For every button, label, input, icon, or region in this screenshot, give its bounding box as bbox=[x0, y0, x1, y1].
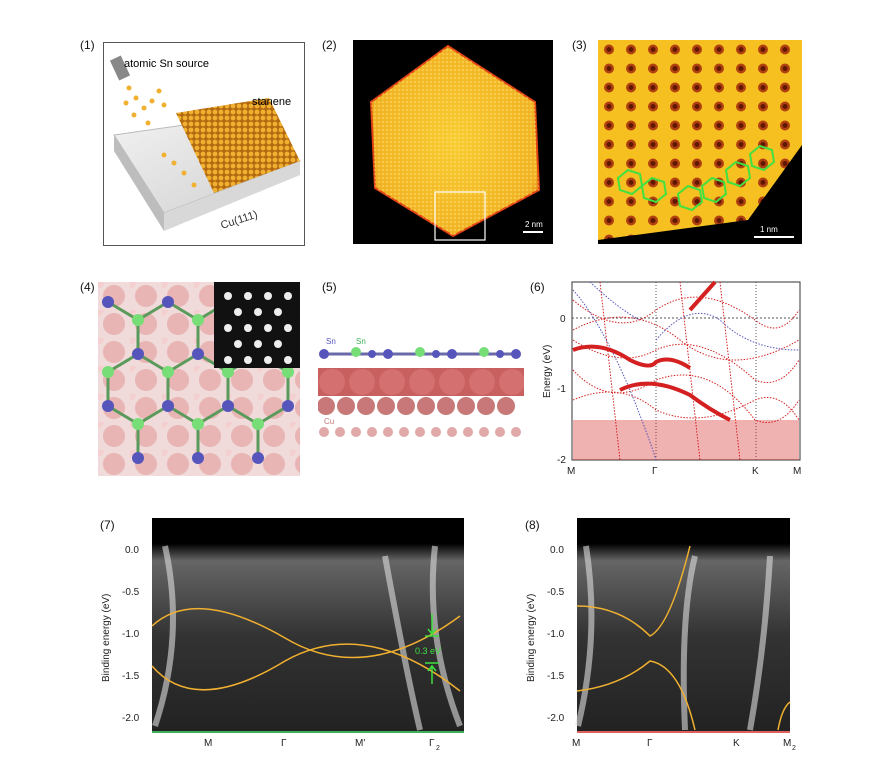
band-ytick-1: -1 bbox=[557, 384, 566, 395]
arpes8-xtick-m2: M bbox=[783, 738, 791, 749]
panel-4-atomic-model bbox=[98, 282, 300, 476]
side-view-model: Sn Sn Cu bbox=[317, 337, 525, 437]
arpes7-ylabel: Binding energy (eV) bbox=[101, 594, 112, 682]
arpes7-xtick-gamma: Γ bbox=[281, 738, 287, 749]
band-ytick-0: 0 bbox=[560, 314, 566, 325]
arpes-plot-7: 0.3 eV Binding energy (eV) 0.0 -0.5 -1.0… bbox=[101, 518, 464, 752]
panel-label-4: (4) bbox=[80, 280, 95, 294]
sn-label-2: Sn bbox=[356, 337, 366, 346]
panel-3-stm-zoom: 1 nm bbox=[598, 40, 802, 244]
hexagon-overlay bbox=[616, 144, 776, 212]
arpes7-ytick-3: -1.5 bbox=[122, 671, 140, 682]
band-ylabel: Energy (eV) bbox=[542, 345, 553, 398]
scalebar-3-label: 1 nm bbox=[760, 225, 778, 234]
gap-arrows bbox=[425, 614, 439, 684]
panel-label-7: (7) bbox=[100, 518, 115, 532]
arpes7-ytick-0: 0.0 bbox=[125, 545, 139, 556]
arpes8-ytick-4: -2.0 bbox=[547, 713, 565, 724]
band-ytick-2: -2 bbox=[557, 455, 566, 466]
arpes8-ytick-2: -1.0 bbox=[547, 629, 565, 640]
panel-label-5: (5) bbox=[322, 280, 337, 294]
sn-source-icon bbox=[109, 55, 131, 81]
stanene-label: stanene bbox=[252, 96, 291, 108]
panel-label-2: (2) bbox=[322, 38, 337, 52]
arpes7-ytick-4: -2.0 bbox=[122, 713, 140, 724]
arpes7-ytick-1: -0.5 bbox=[122, 587, 140, 598]
stm-island: 2 nm bbox=[369, 44, 543, 241]
arpes8-ytick-0: 0.0 bbox=[550, 545, 564, 556]
zoom-box bbox=[434, 191, 486, 241]
panel-8-arpes: Binding energy (eV) 0.0 -0.5 -1.0 -1.5 -… bbox=[520, 516, 810, 774]
honeycomb-zoom: 1 nm bbox=[598, 40, 802, 240]
arpes7-xtick-m: M bbox=[204, 738, 212, 749]
panel-label-8: (8) bbox=[525, 518, 540, 532]
panel-label-6: (6) bbox=[530, 280, 545, 294]
panel-7-arpes: 0.3 eV Binding energy (eV) 0.0 -0.5 -1.0… bbox=[95, 516, 475, 774]
panel-5-side-view: Sn Sn Cu bbox=[317, 330, 525, 442]
panel-6-band-structure: Energy (eV) 0 -1 -2 M Γ K M bbox=[540, 280, 810, 480]
simulated-stm-inset bbox=[214, 282, 300, 368]
band-xtick-m2: M bbox=[793, 466, 801, 477]
scalebar-2-label: 2 nm bbox=[525, 220, 543, 229]
arpes-plot-8: Binding energy (eV) 0.0 -0.5 -1.0 -1.5 -… bbox=[526, 518, 796, 752]
arpes8-ytick-1: -0.5 bbox=[547, 587, 565, 598]
arpes7-xtick-gamma2: Γ bbox=[429, 738, 435, 749]
arpes8-xtick-m2-sub: 2 bbox=[792, 745, 796, 752]
gap-label: 0.3 eV bbox=[415, 646, 441, 656]
arpes7-xtick-gamma2-sub: 2 bbox=[436, 745, 440, 752]
sn-source-label: atomic Sn source bbox=[124, 58, 209, 70]
band-xtick-m1: M bbox=[567, 466, 575, 477]
panel-2-stm-image: 2 nm bbox=[353, 40, 553, 244]
sn-label-1: Sn bbox=[326, 337, 336, 346]
arpes8-ylabel: Binding energy (eV) bbox=[526, 594, 537, 682]
arpes8-xtick-m: M bbox=[572, 738, 580, 749]
arpes8-ytick-3: -1.5 bbox=[547, 671, 565, 682]
substrate-label: Cu(111) bbox=[219, 209, 259, 232]
arpes7-xtick-mprime: M' bbox=[355, 738, 365, 749]
panel-label-3: (3) bbox=[572, 38, 587, 52]
panel-1-schematic: atomic Sn source stanene Cu(111) bbox=[103, 42, 305, 246]
cu-label: Cu bbox=[324, 417, 334, 426]
band-structure-plot: Energy (eV) 0 -1 -2 M Γ K M bbox=[542, 280, 801, 477]
growth-schematic-illustration: atomic Sn source stanene Cu(111) bbox=[109, 55, 301, 232]
panel-label-1: (1) bbox=[80, 38, 95, 52]
band-xtick-gamma: Γ bbox=[652, 466, 658, 477]
arpes8-xtick-k: K bbox=[733, 738, 740, 749]
band-xtick-k: K bbox=[752, 466, 759, 477]
arpes7-ytick-2: -1.0 bbox=[122, 629, 140, 640]
top-view-lattice bbox=[98, 282, 300, 476]
arpes8-xtick-gamma: Γ bbox=[647, 738, 653, 749]
